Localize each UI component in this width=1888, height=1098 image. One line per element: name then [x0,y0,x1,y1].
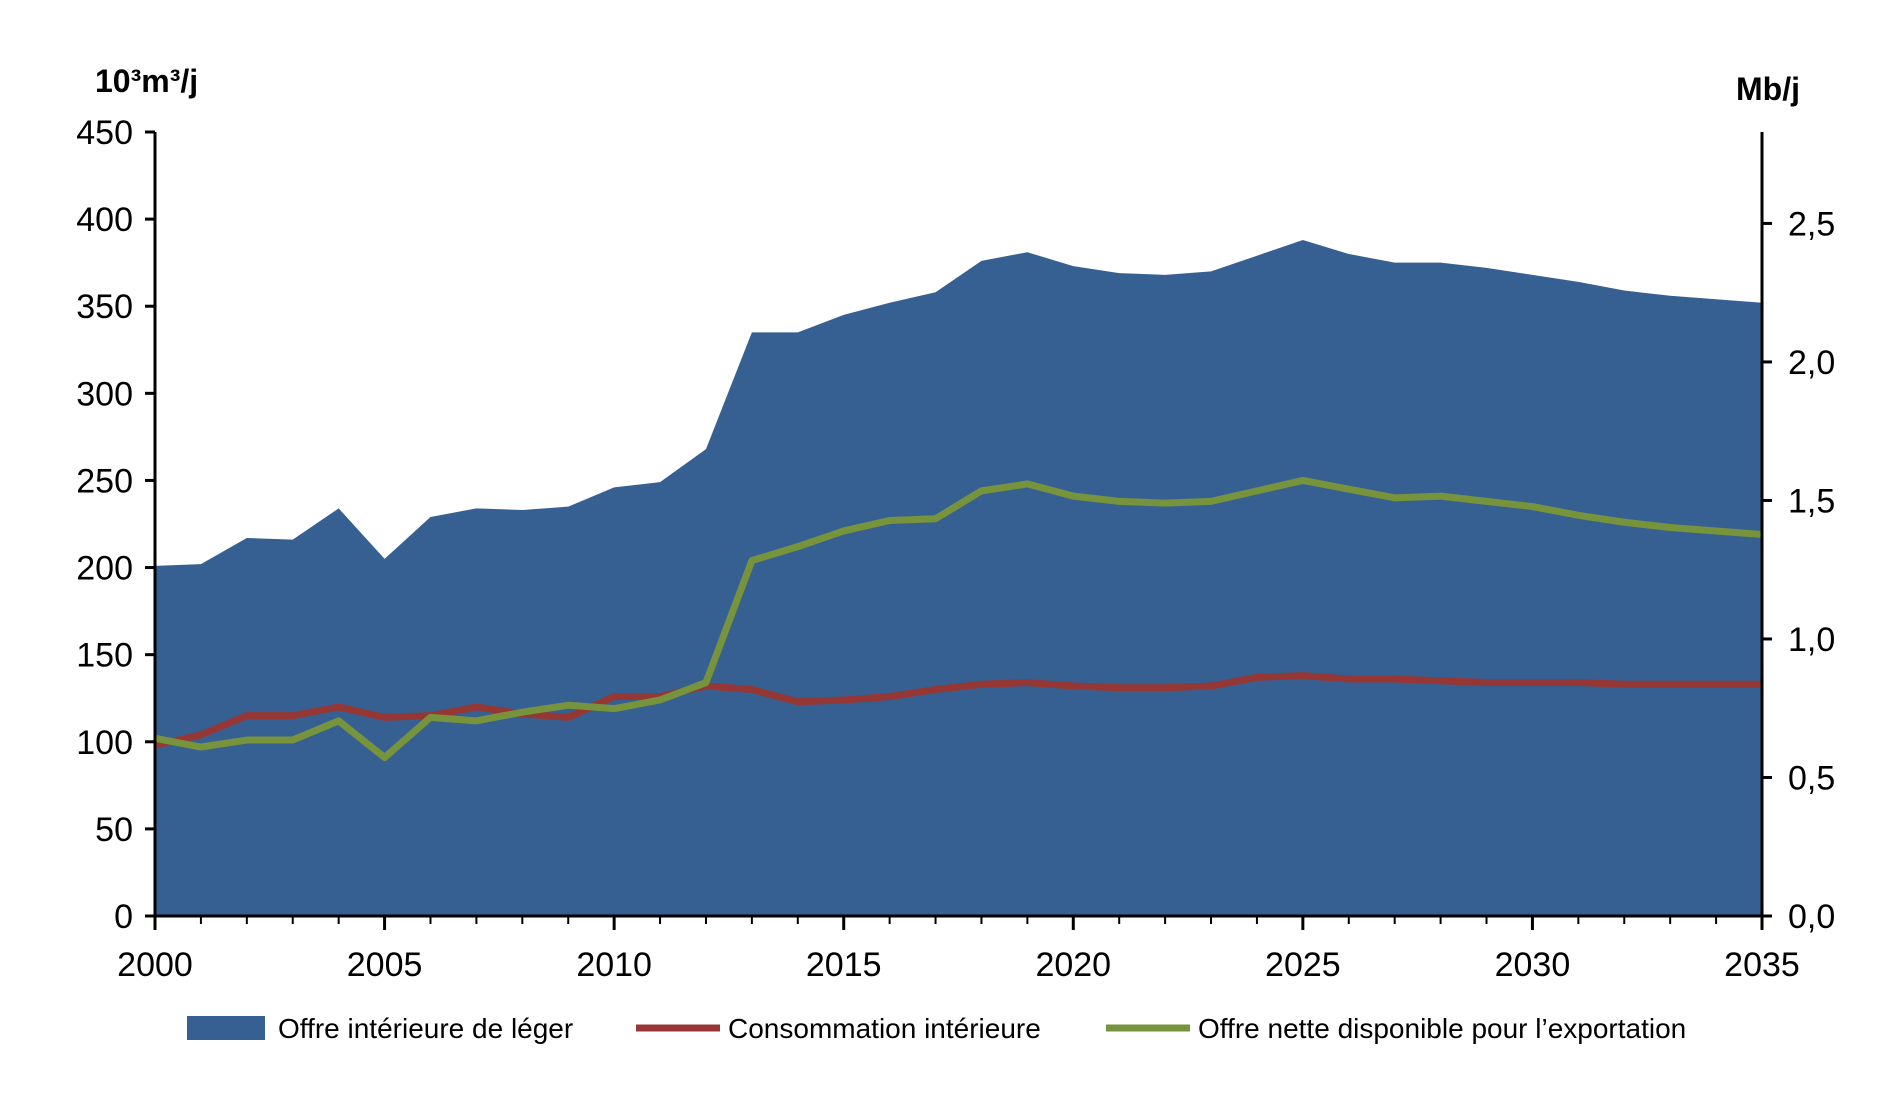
x-tick-label: 2020 [1035,946,1111,984]
legend: Offre intérieure de léger Consommation in… [187,1013,1686,1044]
left-tick-label: 250 [76,462,133,500]
axes: 0 50 100 150 200 250 300 350 400 450 0,0 0,5 1,0 1,5 2… [76,114,1835,984]
left-tick-label: 100 [76,724,133,762]
left-tick-label: 400 [76,201,133,239]
left-tick-label: 50 [95,811,133,849]
right-tick-label: 2,0 [1788,344,1835,382]
x-tick-label: 2005 [347,946,423,984]
left-tick-label: 300 [76,375,133,413]
legend-label: Offre intérieure de léger [278,1013,573,1044]
right-tick-label: 1,5 [1788,482,1835,520]
left-tick-label: 450 [76,114,133,152]
line-series-2 [154,476,1763,761]
right-tick-label: 0,5 [1788,759,1835,797]
left-tick-label: 150 [76,637,133,675]
left-tick-label: 0 [114,898,133,936]
x-tick-label: 2000 [117,946,193,984]
left-axis-unit: 10³m³/j [95,63,198,99]
line-series-1 [154,672,1762,749]
legend-label: Consommation intérieure [728,1013,1041,1044]
right-tick-label: 0,0 [1788,898,1835,936]
x-tick-label: 2010 [576,946,652,984]
legend-swatch [187,1016,265,1040]
x-tick-label: 2035 [1724,946,1800,984]
plot-area [154,240,1763,917]
left-tick-label: 200 [76,550,133,588]
right-tick-label: 1,0 [1788,621,1835,659]
right-tick-label: 2,5 [1788,205,1835,243]
left-tick-label: 350 [76,288,133,326]
area-series-0 [155,240,1762,917]
right-axis-unit: Mb/j [1736,71,1800,107]
legend-label: Offre nette disponible pour l’exportatio… [1198,1013,1686,1044]
x-tick-label: 2025 [1265,946,1341,984]
x-tick-label: 2015 [806,946,882,984]
x-tick-label: 2030 [1495,946,1571,984]
